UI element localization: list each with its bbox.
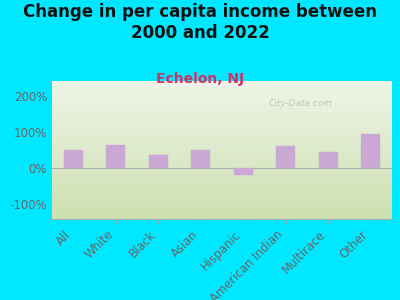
Bar (276, 146, 295, 168)
Text: Echelon, NJ: Echelon, NJ (156, 72, 244, 86)
Bar (234, 168, 253, 175)
Text: City-Data.com: City-Data.com (268, 99, 332, 108)
Bar (191, 150, 210, 168)
Bar (319, 152, 338, 168)
Bar (149, 155, 168, 168)
Text: Change in per capita income between
2000 and 2022: Change in per capita income between 2000… (23, 3, 377, 42)
Bar (361, 134, 380, 168)
Bar (64, 150, 83, 168)
Bar (106, 145, 125, 168)
